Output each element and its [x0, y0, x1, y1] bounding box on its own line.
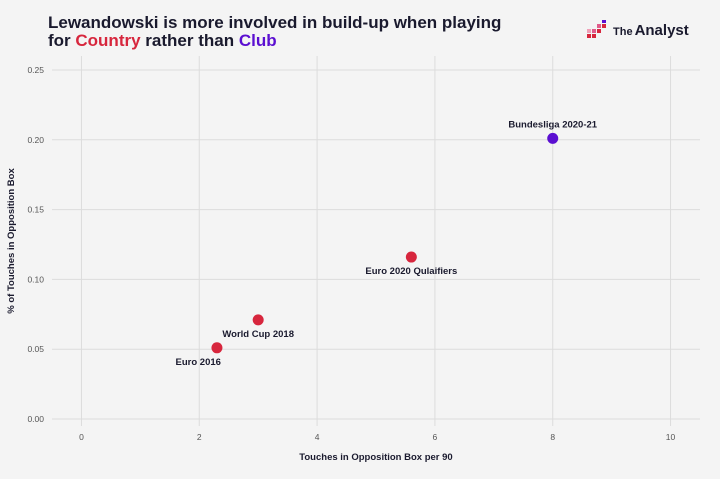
title-line-1: Lewandowski is more involved in build-up… — [48, 13, 502, 32]
y-axis-label: % of Touches in Opposition Box — [6, 168, 17, 314]
x-tick-label: 4 — [315, 432, 320, 442]
logo-text: The Analyst — [613, 22, 689, 39]
data-point-label: Bundesliga 2020-21 — [508, 119, 597, 130]
y-tick-label: 0.25 — [27, 65, 44, 75]
the-analyst-logo: The Analyst — [587, 20, 689, 40]
x-axis-label: Touches in Opposition Box per 90 — [299, 452, 452, 463]
data-point — [211, 342, 223, 354]
data-point — [252, 314, 264, 326]
x-tick-label: 2 — [197, 432, 202, 442]
x-tick-label: 8 — [550, 432, 555, 442]
y-tick-label: 0.05 — [27, 344, 44, 354]
tick-labels: 0 2 4 6 8 10 0.00 0.05 0.10 0.15 0.20 0.25 — [27, 65, 675, 442]
title-country: Country — [75, 31, 141, 50]
title-line-2: for Country rather than Club — [48, 32, 568, 50]
y-tick-label: 0.20 — [27, 135, 44, 145]
chart-title: Lewandowski is more involved in build-up… — [48, 14, 568, 50]
y-tick-label: 0.15 — [27, 205, 44, 215]
logo-name: Analyst — [634, 21, 689, 39]
data-points: Bundesliga 2020-21 Euro 2020 Qulaifiers Wo… — [176, 119, 598, 367]
title-mid: rather than — [140, 31, 239, 50]
data-point-label: Euro 2020 Qulaifiers — [365, 266, 457, 277]
title-for: for — [48, 31, 76, 50]
y-tick-label: 0.10 — [27, 274, 44, 284]
title-club: Club — [238, 31, 277, 50]
x-tick-label: 6 — [433, 432, 438, 442]
data-point-label: World Cup 2018 — [222, 329, 294, 340]
y-tick-label: 0.00 — [27, 414, 44, 424]
grid-lines — [52, 56, 700, 426]
x-tick-label: 10 — [666, 432, 676, 442]
x-tick-label: 0 — [79, 432, 84, 442]
logo-the: The — [613, 25, 633, 38]
analyst-logo-icon — [587, 20, 606, 38]
data-point-label: Euro 2016 — [176, 357, 221, 368]
data-point — [547, 132, 559, 144]
data-point — [405, 251, 417, 263]
